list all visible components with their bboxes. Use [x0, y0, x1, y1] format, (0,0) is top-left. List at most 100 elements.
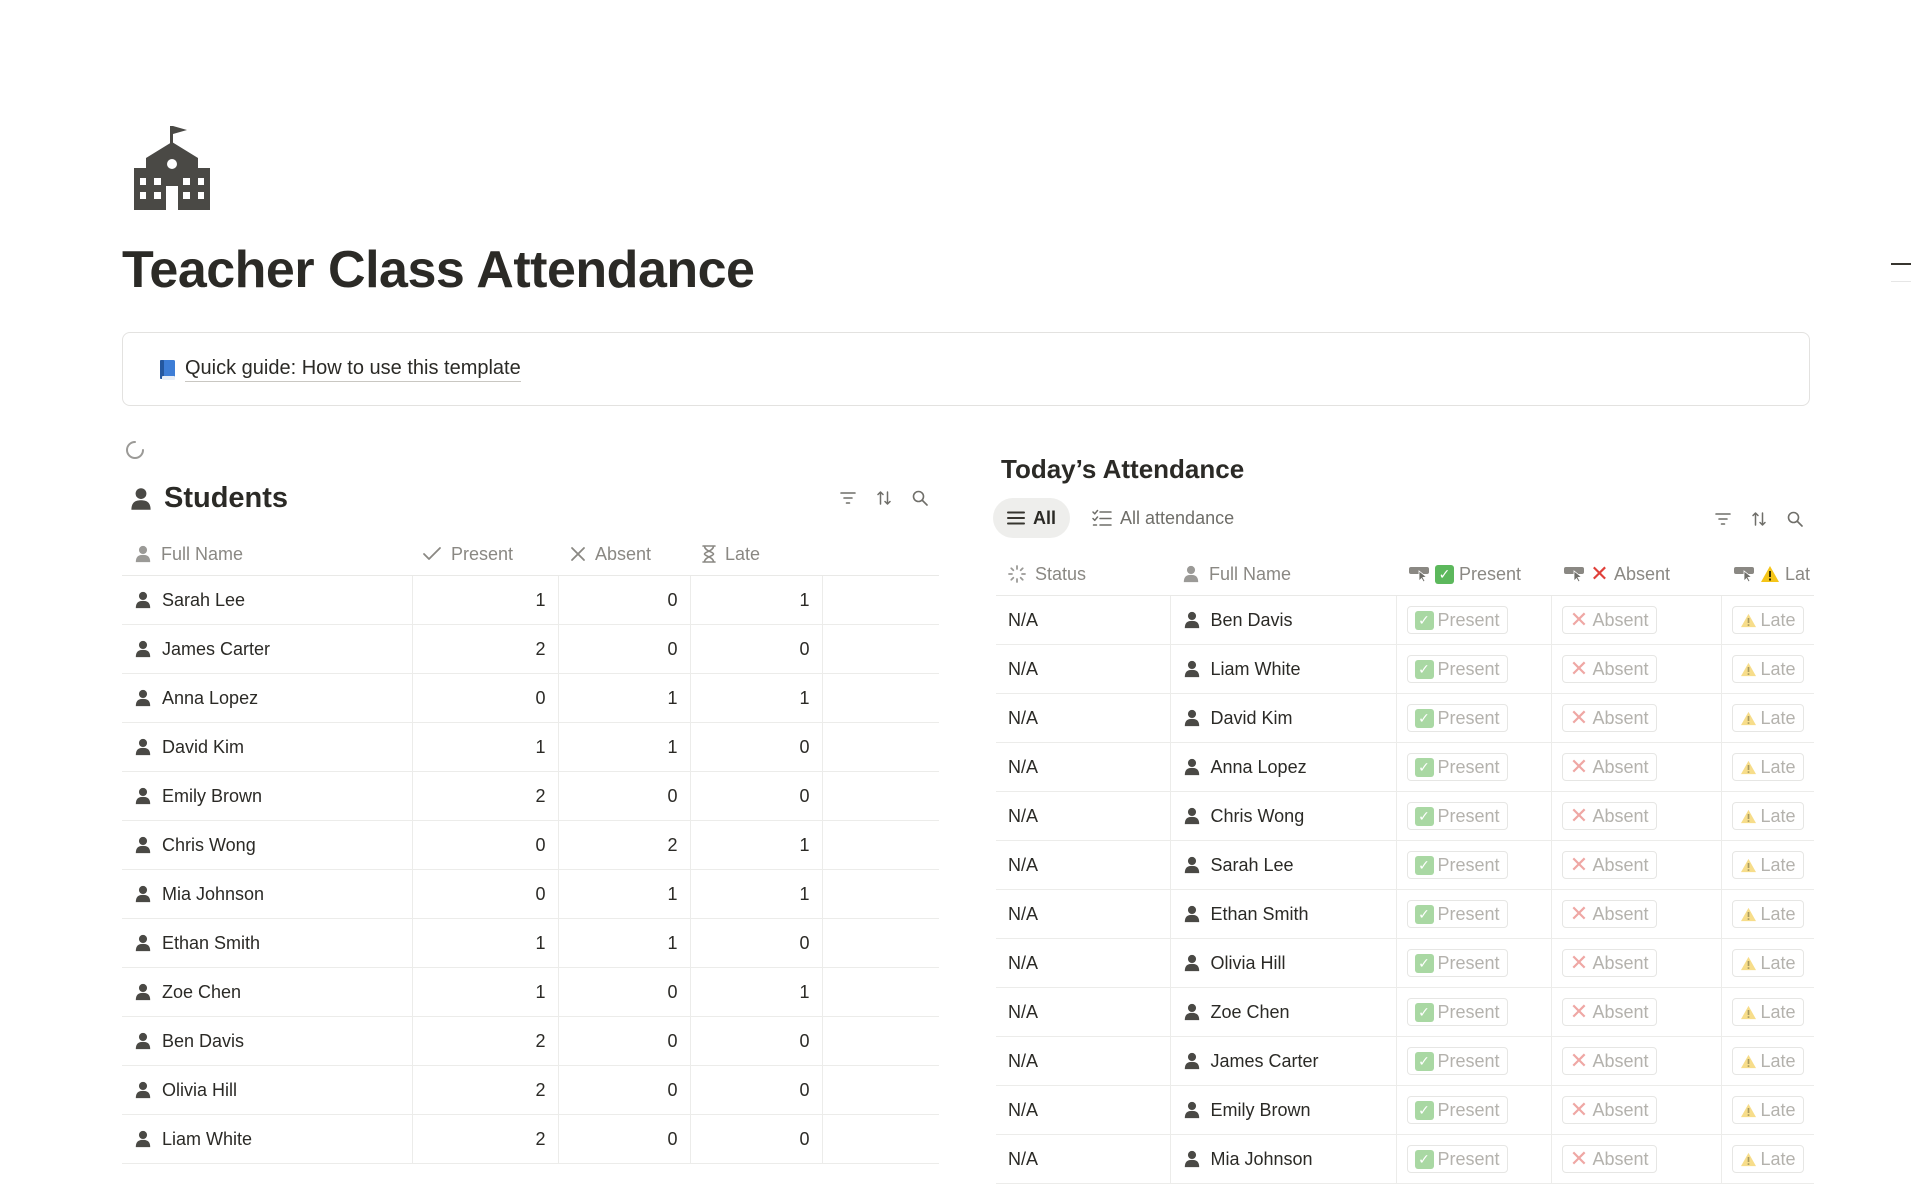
- cell-absent-count[interactable]: 1: [557, 918, 690, 968]
- sort-icon[interactable]: [1748, 508, 1770, 530]
- cell-full-name[interactable]: Olivia Hill: [122, 1065, 412, 1115]
- outline-marker[interactable]: [1891, 263, 1911, 265]
- table-row[interactable]: N/A Ethan Smith ✓ Present ✕ Absent Late: [996, 889, 1814, 939]
- late-button[interactable]: Late: [1731, 1145, 1804, 1173]
- cell-full-name[interactable]: Anna Lopez: [122, 673, 412, 723]
- present-button[interactable]: ✓ Present: [1406, 802, 1508, 830]
- cell-present-count[interactable]: 2: [411, 1016, 558, 1066]
- cell-absent-count[interactable]: 1: [557, 673, 690, 723]
- cell-late-count[interactable]: 0: [689, 771, 822, 821]
- late-button[interactable]: Late: [1731, 900, 1804, 928]
- column-header-full-name[interactable]: Full Name: [122, 533, 412, 576]
- late-button[interactable]: Late: [1731, 606, 1804, 634]
- cell-full-name[interactable]: Liam White: [122, 1114, 412, 1164]
- filter-icon[interactable]: [1712, 508, 1734, 530]
- cell-present-count[interactable]: 2: [411, 1065, 558, 1115]
- cell-full-name[interactable]: Zoe Chen: [122, 967, 412, 1017]
- absent-button[interactable]: ✕ Absent: [1561, 998, 1657, 1026]
- cell-late-count[interactable]: 1: [689, 673, 822, 723]
- cell-status[interactable]: N/A: [996, 791, 1170, 841]
- table-row[interactable]: Sarah Lee 1 0 1: [122, 575, 939, 625]
- table-row[interactable]: Mia Johnson 0 1 1: [122, 869, 939, 919]
- absent-button[interactable]: ✕ Absent: [1561, 851, 1657, 879]
- search-icon[interactable]: [909, 487, 931, 509]
- cell-status[interactable]: N/A: [996, 840, 1170, 890]
- cell-status[interactable]: N/A: [996, 987, 1170, 1037]
- cell-present-count[interactable]: 0: [411, 820, 558, 870]
- absent-button[interactable]: ✕ Absent: [1561, 1145, 1657, 1173]
- late-button[interactable]: Late: [1731, 1047, 1804, 1075]
- column-header-present[interactable]: ✓ Present: [1396, 553, 1551, 596]
- cell-full-name[interactable]: Chris Wong: [122, 820, 412, 870]
- absent-button[interactable]: ✕ Absent: [1561, 1096, 1657, 1124]
- column-header-present[interactable]: Present: [412, 533, 558, 576]
- cell-full-name[interactable]: David Kim: [1169, 693, 1396, 743]
- present-button[interactable]: ✓ Present: [1406, 1096, 1508, 1124]
- present-button[interactable]: ✓ Present: [1406, 704, 1508, 732]
- column-header-absent[interactable]: Absent: [558, 533, 690, 576]
- cell-absent-count[interactable]: 2: [557, 820, 690, 870]
- cell-full-name[interactable]: Mia Johnson: [1169, 1134, 1396, 1184]
- cell-status[interactable]: N/A: [996, 693, 1170, 743]
- tab-all[interactable]: All: [993, 498, 1071, 538]
- cell-present-count[interactable]: 2: [411, 771, 558, 821]
- table-row[interactable]: Ethan Smith 1 1 0: [122, 918, 939, 968]
- table-row[interactable]: Ben Davis 2 0 0: [122, 1016, 939, 1066]
- cell-late-count[interactable]: 1: [689, 820, 822, 870]
- cell-full-name[interactable]: Liam White: [1169, 644, 1396, 694]
- cell-absent-count[interactable]: 0: [557, 624, 690, 674]
- table-row[interactable]: N/A David Kim ✓ Present ✕ Absent Late: [996, 693, 1814, 743]
- present-button[interactable]: ✓ Present: [1406, 655, 1508, 683]
- cell-status[interactable]: N/A: [996, 742, 1170, 792]
- cell-full-name[interactable]: Sarah Lee: [122, 575, 412, 625]
- quick-guide-link[interactable]: Quick guide: How to use this template: [185, 357, 521, 382]
- cell-late-count[interactable]: 1: [689, 967, 822, 1017]
- present-button[interactable]: ✓ Present: [1406, 753, 1508, 781]
- cell-present-count[interactable]: 2: [411, 624, 558, 674]
- table-row[interactable]: Chris Wong 0 2 1: [122, 820, 939, 870]
- table-row[interactable]: Emily Brown 2 0 0: [122, 771, 939, 821]
- cell-status[interactable]: N/A: [996, 644, 1170, 694]
- late-button[interactable]: Late: [1731, 998, 1804, 1026]
- table-row[interactable]: Zoe Chen 1 0 1: [122, 967, 939, 1017]
- cell-present-count[interactable]: 1: [411, 722, 558, 772]
- cell-late-count[interactable]: 0: [689, 1114, 822, 1164]
- late-button[interactable]: Late: [1731, 1096, 1804, 1124]
- table-row[interactable]: James Carter 2 0 0: [122, 624, 939, 674]
- cell-late-count[interactable]: 1: [689, 869, 822, 919]
- cell-present-count[interactable]: 1: [411, 575, 558, 625]
- cell-absent-count[interactable]: 0: [557, 967, 690, 1017]
- present-button[interactable]: ✓ Present: [1406, 900, 1508, 928]
- table-row[interactable]: N/A Anna Lopez ✓ Present ✕ Absent Late: [996, 742, 1814, 792]
- cell-full-name[interactable]: Emily Brown: [122, 771, 412, 821]
- absent-button[interactable]: ✕ Absent: [1561, 900, 1657, 928]
- cell-full-name[interactable]: Ben Davis: [122, 1016, 412, 1066]
- absent-button[interactable]: ✕ Absent: [1561, 949, 1657, 977]
- cell-absent-count[interactable]: 0: [557, 771, 690, 821]
- present-button[interactable]: ✓ Present: [1406, 1047, 1508, 1075]
- students-database-title[interactable]: Students: [130, 482, 288, 515]
- cell-status[interactable]: N/A: [996, 938, 1170, 988]
- sort-icon[interactable]: [873, 487, 895, 509]
- cell-full-name[interactable]: Sarah Lee: [1169, 840, 1396, 890]
- cell-full-name[interactable]: Chris Wong: [1169, 791, 1396, 841]
- table-row[interactable]: N/A Mia Johnson ✓ Present ✕ Absent Late: [996, 1134, 1814, 1184]
- cell-present-count[interactable]: 1: [411, 918, 558, 968]
- cell-late-count[interactable]: 0: [689, 918, 822, 968]
- cell-full-name[interactable]: Anna Lopez: [1169, 742, 1396, 792]
- absent-button[interactable]: ✕ Absent: [1561, 802, 1657, 830]
- cell-late-count[interactable]: 0: [689, 722, 822, 772]
- table-row[interactable]: N/A Sarah Lee ✓ Present ✕ Absent Late: [996, 840, 1814, 890]
- table-row[interactable]: Anna Lopez 0 1 1: [122, 673, 939, 723]
- table-row[interactable]: Liam White 2 0 0: [122, 1114, 939, 1164]
- cell-status[interactable]: N/A: [996, 889, 1170, 939]
- filter-icon[interactable]: [837, 487, 859, 509]
- cell-absent-count[interactable]: 1: [557, 722, 690, 772]
- late-button[interactable]: Late: [1731, 949, 1804, 977]
- table-row[interactable]: N/A Olivia Hill ✓ Present ✕ Absent Late: [996, 938, 1814, 988]
- table-row[interactable]: Olivia Hill 2 0 0: [122, 1065, 939, 1115]
- cell-full-name[interactable]: Zoe Chen: [1169, 987, 1396, 1037]
- cell-late-count[interactable]: 0: [689, 1016, 822, 1066]
- table-row[interactable]: N/A Emily Brown ✓ Present ✕ Absent Late: [996, 1085, 1814, 1135]
- cell-absent-count[interactable]: 1: [557, 869, 690, 919]
